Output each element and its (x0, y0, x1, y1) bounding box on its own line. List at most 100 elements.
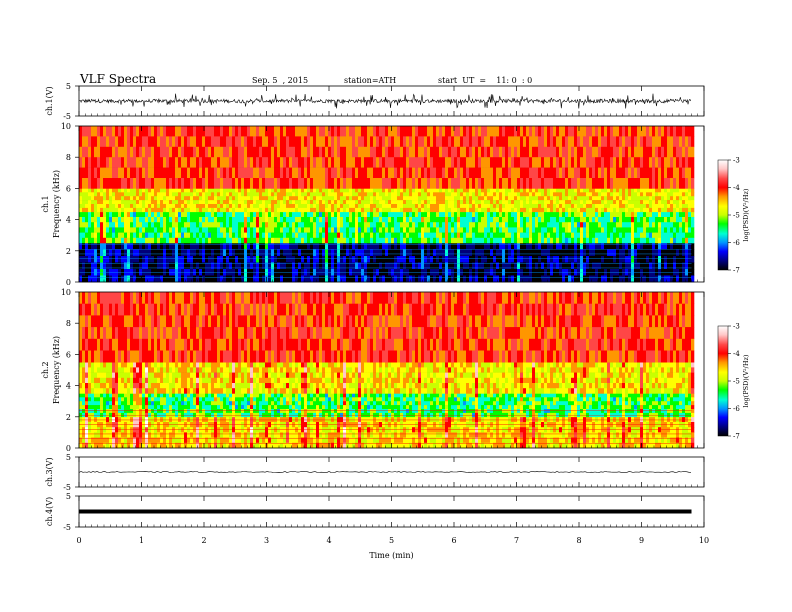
spectrogram-cell (511, 200, 515, 205)
spectrogram-cell (304, 126, 308, 137)
spectrogram-cell (364, 227, 368, 233)
spectrogram-cell (613, 232, 617, 239)
spectrogram-cell (148, 136, 152, 148)
spectrogram-cell (460, 249, 464, 257)
spectrogram-cell (97, 227, 101, 233)
spectrogram-cell (568, 167, 572, 179)
spectrogram-cell (199, 249, 203, 257)
spectrogram-cell (622, 275, 626, 283)
spectrogram-cell (316, 227, 320, 233)
spectrogram-cell (688, 243, 692, 250)
spectrogram-cell (109, 207, 113, 213)
spectrogram-cell (109, 146, 113, 158)
spectrogram-cell (508, 146, 512, 158)
spectrogram-cell (511, 249, 515, 257)
spectrogram-cell (367, 167, 371, 179)
spectrogram-cell (508, 157, 512, 168)
spectrogram-cell (445, 204, 449, 209)
spectrogram-cell (598, 275, 602, 283)
spectrogram-cell (445, 222, 449, 228)
spectrogram-cell (190, 136, 194, 148)
spectrogram-cell (454, 126, 458, 137)
spectrogram-cell (424, 232, 428, 239)
spectrogram-cell (283, 222, 287, 228)
spectrogram-cell (208, 204, 212, 209)
spectrogram-cell (337, 146, 341, 158)
spectrogram-cell (457, 227, 461, 233)
spectrogram-cell (541, 249, 545, 257)
spectrogram-cell (382, 204, 386, 209)
spectrogram-cell (451, 126, 455, 137)
spectrogram-cell (547, 188, 551, 193)
spectrogram-cell (625, 178, 629, 189)
spectrogram-cell (85, 178, 89, 189)
spectrogram-cell (484, 167, 488, 179)
spectrogram-cell (523, 136, 527, 148)
spectrogram-cell (604, 136, 608, 148)
spectrogram-cell (352, 204, 356, 209)
spectrogram-cell (367, 196, 371, 201)
spectrogram-cell (187, 157, 191, 168)
spectrogram-cell (247, 243, 251, 250)
spectrogram-cell (667, 217, 671, 223)
spectrogram-cell (79, 303, 83, 316)
spectrogram-cell (526, 249, 530, 257)
spectrogram-cell (604, 200, 608, 205)
spectrogram-cell (595, 167, 599, 179)
spectrogram-cell (139, 243, 143, 250)
spectrogram-cell (247, 256, 251, 263)
spectrogram-cell (547, 232, 551, 239)
spectrogram-cell (337, 126, 341, 137)
spectrogram-cell (349, 211, 353, 218)
spectrogram-cell (409, 207, 413, 213)
spectrogram-cell (322, 275, 326, 283)
spectrogram-cell (292, 243, 296, 250)
spectrogram-cell (118, 275, 122, 283)
spectrogram-cell (358, 146, 362, 158)
spectrogram-cell (334, 146, 338, 158)
spectrogram-cell (307, 126, 311, 137)
spectrogram-cell (112, 243, 116, 250)
spectrogram-cell (193, 192, 197, 197)
spectrogram-cell (391, 136, 395, 148)
spectrogram-cell (616, 196, 620, 201)
spectrogram-cell (319, 249, 323, 257)
spectrogram-cell (619, 243, 623, 250)
spectrogram-cell (460, 222, 464, 228)
spectrogram-cell (439, 207, 443, 213)
spectrogram-cell (226, 217, 230, 223)
spectrogram-cell (640, 217, 644, 223)
spectrogram-cell (229, 196, 233, 201)
spectrogram-cell (178, 262, 182, 270)
spectrogram-cell (505, 249, 509, 257)
spectrogram-cell (94, 196, 98, 201)
spectrogram-cell (373, 222, 377, 228)
spectrogram-cell (403, 204, 407, 209)
spectrogram-cell (655, 243, 659, 250)
spectrogram-cell (343, 249, 347, 257)
spectrogram-cell (436, 200, 440, 205)
spectrogram-cell (505, 211, 509, 218)
spectrogram-cell (151, 204, 155, 209)
spectrogram-cell (430, 207, 434, 213)
spectrogram-cell (298, 217, 302, 223)
spectrogram-cell (250, 275, 254, 283)
spectrogram-cell (343, 222, 347, 228)
spectrogram-cell (226, 188, 230, 193)
spectrogram-cell (508, 275, 512, 283)
spectrogram-cell (493, 157, 497, 168)
spectrogram-cell (409, 227, 413, 233)
spectrogram-cell (469, 275, 473, 283)
spectrogram-cell (274, 243, 278, 250)
spectrogram-cell (409, 232, 413, 239)
spectrogram-cell (559, 178, 563, 189)
spectrogram-cell (382, 200, 386, 205)
spectrogram-cell (337, 243, 341, 250)
spectrogram-cell (373, 207, 377, 213)
spectrogram-cell (88, 232, 92, 239)
spectrogram-cell (115, 200, 119, 205)
spectrogram-cell (217, 126, 221, 137)
spectrogram-cell (373, 249, 377, 257)
spectrogram-cell (439, 275, 443, 283)
spectrogram-cell (679, 262, 683, 270)
